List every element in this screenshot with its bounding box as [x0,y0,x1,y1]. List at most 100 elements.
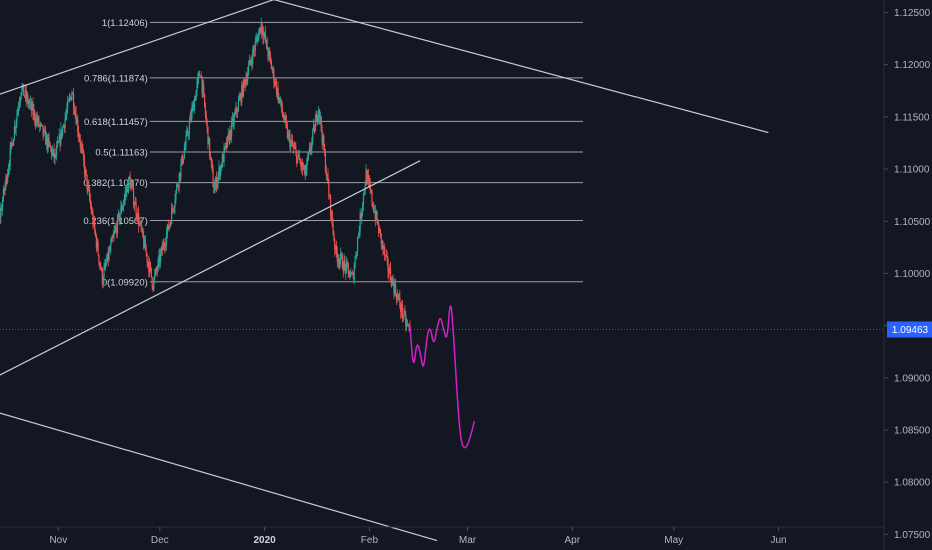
x-tick-label: Mar [459,535,477,546]
candle-body [215,178,218,188]
candle [293,140,295,150]
x-tick-label: Apr [565,535,581,546]
time-axis[interactable]: OctNovDec2020FebMarAprMayJun [0,527,787,546]
candle-body [219,167,221,176]
candle [225,142,227,150]
candle-body [228,134,230,143]
candle-body [139,222,141,224]
candle-body [93,220,95,225]
candle [278,93,280,104]
candle [199,75,201,77]
candle-body [73,108,76,114]
candle [62,123,65,128]
trendline[interactable] [0,160,421,399]
candle-body [67,99,70,102]
projection-path[interactable] [409,305,475,449]
candle [34,113,37,130]
candle-body [322,135,324,143]
trendline[interactable] [244,0,769,134]
candle [305,164,307,177]
candle-body [115,227,117,230]
trendlines[interactable] [0,0,769,542]
candle [259,27,261,35]
candle-body [127,177,130,193]
candle-body [240,94,242,103]
candle-body [7,168,10,175]
candle [235,101,237,115]
candle-body [343,260,345,272]
candle [378,221,380,238]
candle-body [257,38,259,41]
candle-body [155,269,158,271]
candle [95,233,97,253]
candle-body [116,227,118,233]
candle-body [116,215,119,233]
candle [105,254,108,267]
candle [352,272,354,281]
candle [310,143,312,156]
candle [17,106,19,115]
candle [118,211,120,225]
candle [398,292,400,302]
candle [100,261,102,271]
candle-body [14,127,16,129]
candle-body [197,77,199,83]
candle [367,168,370,187]
candle [330,210,332,223]
candle [406,317,408,331]
candle-body [104,263,106,269]
candle-body [192,103,195,111]
trendline[interactable] [0,397,438,542]
candle-body [389,268,392,281]
candle [354,255,356,270]
candle [276,87,278,100]
candle [66,102,68,121]
candle-body [50,146,52,149]
candle-body [54,154,56,159]
candle [106,252,108,263]
candle [160,245,163,257]
candle [32,97,34,120]
candle [385,249,387,258]
candle [39,123,41,133]
candle-body [226,135,229,148]
candle-body [351,273,353,274]
candle [24,84,26,102]
candle-body [40,123,43,125]
candle-body [124,193,126,199]
candle-body [2,188,4,201]
candle-body [58,135,60,142]
candle-body [143,239,146,248]
candle [200,71,202,78]
candle-body [285,116,287,122]
candle-body [404,310,406,315]
candle [214,179,216,194]
candle [214,176,217,191]
candle-body [335,245,338,253]
candle [328,178,330,200]
projection-line[interactable] [409,305,475,449]
candle [188,117,190,140]
candle [1,204,3,212]
candle-body [19,98,21,104]
candle [113,225,115,242]
fibonacci-retracement[interactable]: 1(1.12406) 0.786(1.11874) 0.618(1.11457) 0.… [83,18,583,288]
candle [356,236,359,257]
candle-body [90,205,92,213]
candle-body [113,232,115,236]
trendline[interactable] [0,0,312,115]
candle-body [18,103,21,108]
candle-body [6,176,8,182]
candle [335,244,337,255]
candle-body [146,253,148,262]
candle-body [11,142,13,144]
candle [78,125,80,143]
candle-body [80,145,82,147]
candle [247,60,250,76]
candle [87,180,89,196]
candle-body [364,185,366,191]
candle [257,32,259,44]
candle-body [241,85,243,103]
candle-body [131,185,133,186]
